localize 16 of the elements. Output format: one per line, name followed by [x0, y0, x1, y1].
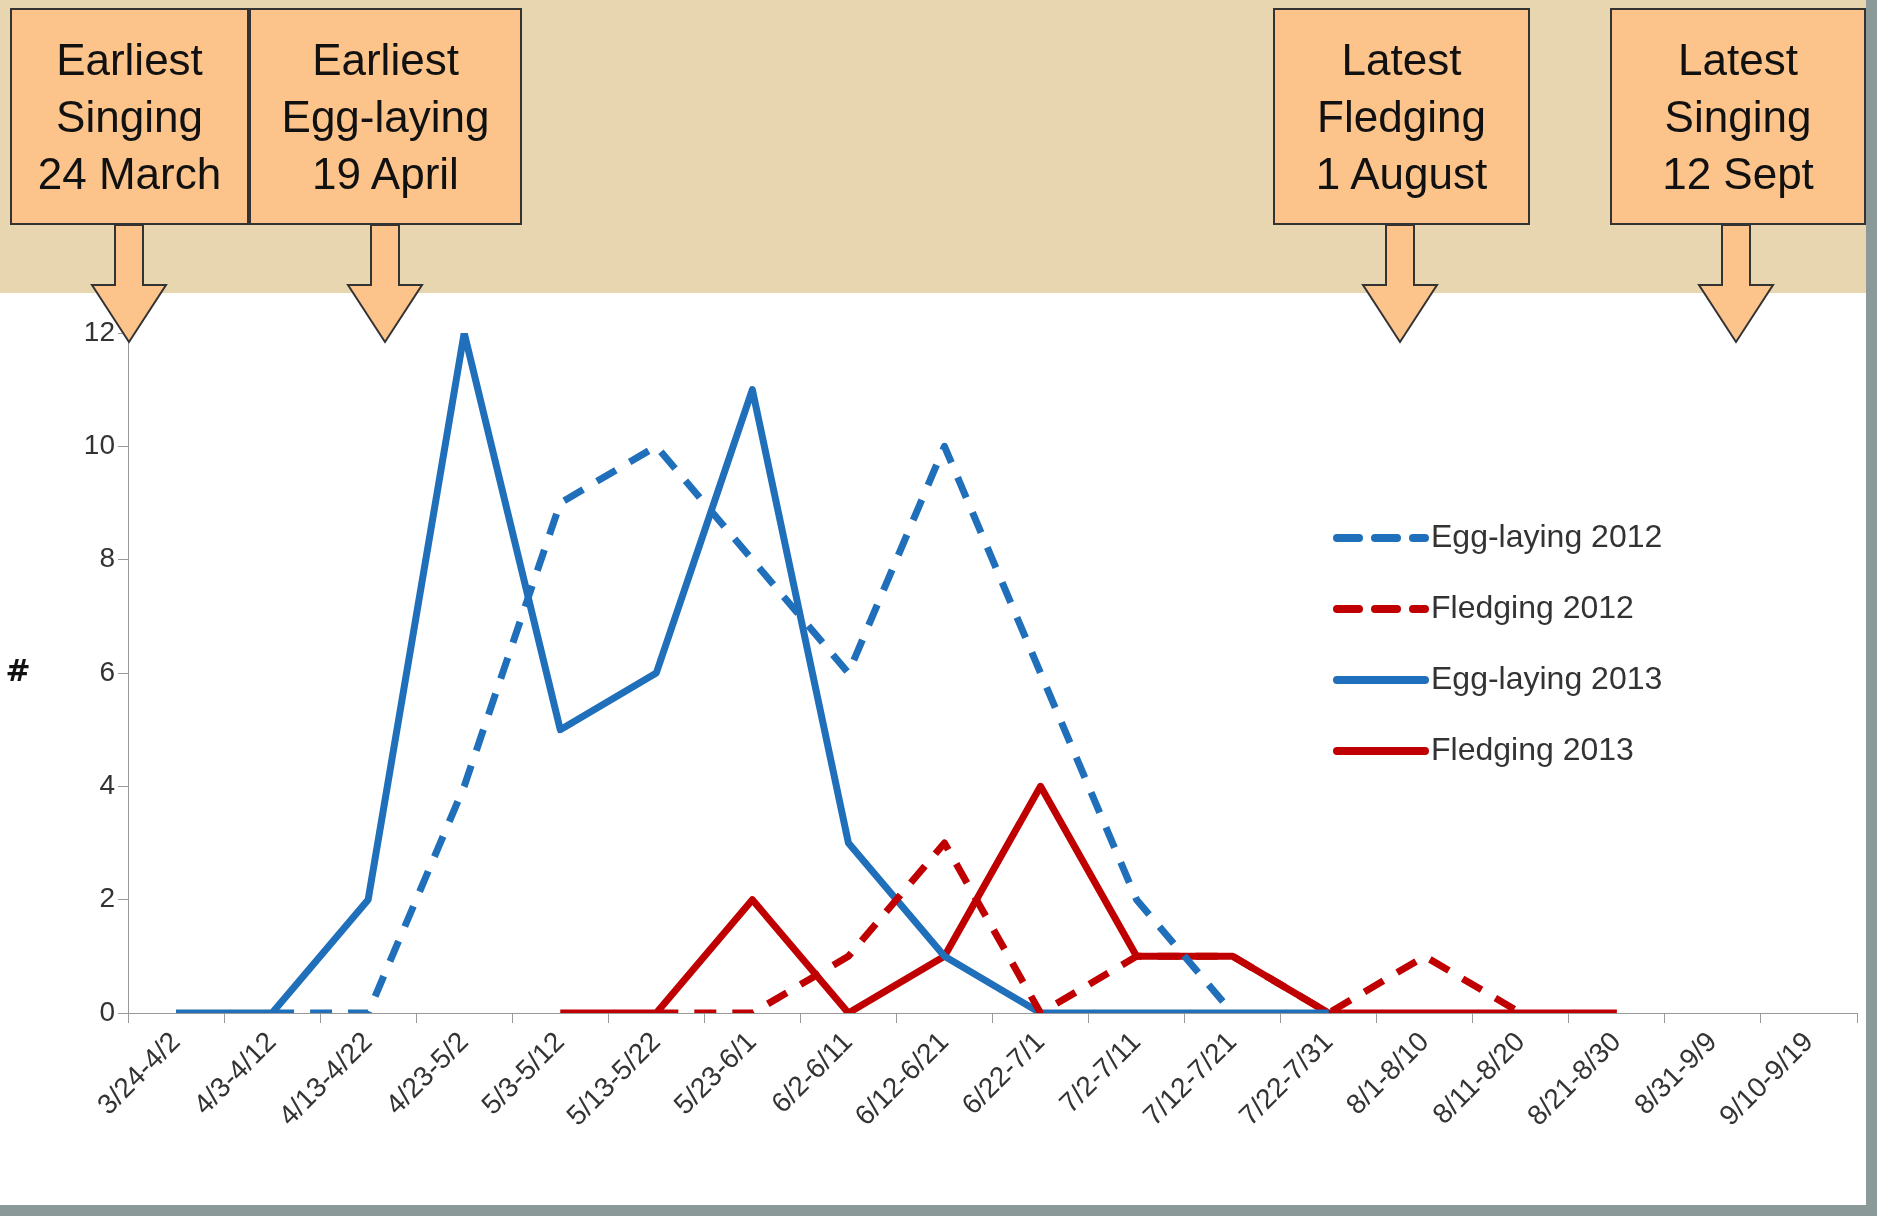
y-tick-label: 10 [83, 429, 115, 461]
y-tick-label: 0 [99, 995, 115, 1027]
text: Earliest Egg-laying 19 April [249, 8, 522, 225]
text: Earliest Singing 24 March [10, 8, 249, 225]
y-tick-label: 8 [99, 542, 115, 574]
y-tick-label: 4 [99, 769, 115, 801]
text: Latest Singing 12 Sept [1610, 8, 1866, 225]
y-tick-label: 2 [99, 882, 115, 914]
legend-label: Egg-laying 2012 [1431, 517, 1663, 554]
legend-label: Fledging 2012 [1431, 588, 1634, 625]
text: Latest Fledging 1 August [1273, 8, 1530, 225]
y-tick-label: 6 [99, 655, 115, 687]
legend-label: Egg-laying 2013 [1431, 659, 1663, 696]
y-axis-title: # [5, 652, 31, 688]
legend-label: Fledging 2013 [1431, 730, 1634, 767]
y-tick-label: 12 [83, 315, 115, 347]
